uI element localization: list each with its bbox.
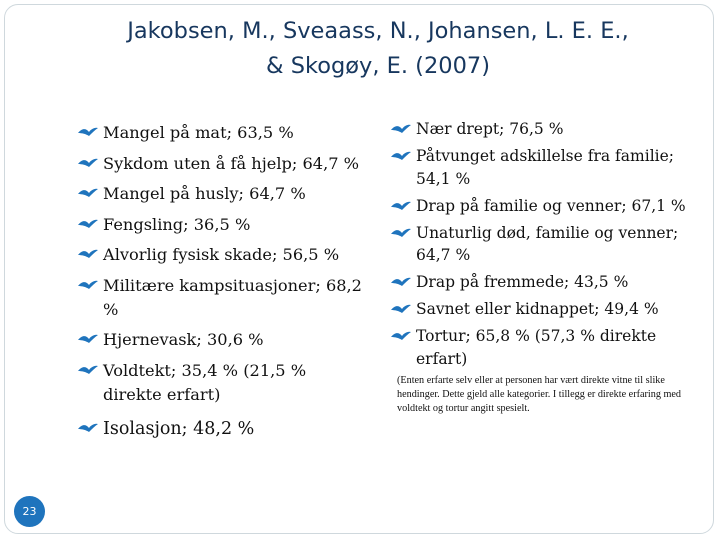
page-number: 23 — [22, 505, 37, 518]
bullet-icon — [390, 303, 412, 316]
list-item-text: Militære kampsituasjoner; 68,2 % — [103, 275, 362, 319]
list-item-text: Mangel på husly; 64,7 % — [103, 184, 306, 203]
list-item-text: Isolasjon; 48,2 % — [103, 418, 255, 439]
bullet-icon — [77, 248, 99, 261]
list-item-text: Hjernevask; 30,6 % — [103, 330, 264, 349]
list-item-text: Voldtekt; 35,4 % (21,5 % direkte erfart) — [103, 360, 307, 404]
bullet-icon — [77, 218, 99, 231]
bullet-icon — [390, 123, 412, 136]
bullet-icon — [77, 364, 99, 377]
bullet-icon — [77, 126, 99, 139]
bullet-icon — [390, 276, 412, 289]
list-item: Tortur; 65,8 % (57,3 % direkte erfart) — [390, 325, 690, 370]
bullet-icon — [77, 187, 99, 200]
bullet-icon — [390, 330, 412, 343]
list-item-text: Fengsling; 36,5 % — [103, 214, 251, 234]
list-item: Voldtekt; 35,4 % (21,5 % direkte erfart) — [77, 359, 367, 407]
slide-title: Jakobsen, M., Sveaass, N., Johansen, L. … — [60, 14, 696, 84]
bullet-icon — [77, 333, 99, 346]
list-item-text: Alvorlig fysisk skade; 56,5 % — [103, 245, 340, 264]
title-line-1: Jakobsen, M., Sveaass, N., Johansen, L. … — [127, 18, 629, 44]
bullet-icon — [77, 279, 99, 292]
list-item-text: Savnet eller kidnappet; 49,4 % — [416, 300, 659, 318]
right-bullet-list: Nær drept; 76,5 % Påtvunget adskillelse … — [390, 118, 690, 375]
list-item: Fengsling; 36,5 % — [77, 213, 367, 237]
list-item: Nær drept; 76,5 % — [390, 118, 690, 141]
list-item: Isolasjon; 48,2 % — [77, 417, 367, 441]
list-item-text: Drap på fremmede; 43,5 % — [416, 273, 629, 291]
list-item-text: Tortur; 65,8 % (57,3 % direkte erfart) — [416, 327, 657, 368]
list-item: Hjernevask; 30,6 % — [77, 328, 367, 352]
slide-frame — [4, 4, 714, 534]
title-line-2: & Skogøy, E. (2007) — [266, 53, 490, 79]
page-number-badge: 23 — [14, 496, 45, 527]
footnote-text: (Enten erfarte selv eller at personen ha… — [397, 375, 682, 414]
list-item-text: Nær drept; 76,5 % — [416, 120, 564, 138]
list-item-text: Drap på familie og venner; 67,1 % — [416, 196, 686, 215]
list-item: Mangel på mat; 63,5 % — [77, 121, 367, 145]
bullet-icon — [77, 157, 99, 170]
list-item: Savnet eller kidnappet; 49,4 % — [390, 298, 690, 321]
list-item: Mangel på husly; 64,7 % — [77, 182, 367, 206]
list-item: Påtvunget adskillelse fra familie; 54,1 … — [390, 145, 690, 190]
bullet-icon — [77, 422, 99, 435]
list-item-text: Unaturlig død, familie og venner; 64,7 % — [416, 223, 679, 265]
list-item: Sykdom uten å få hjelp; 64,7 % — [77, 152, 367, 176]
list-item: Alvorlig fysisk skade; 56,5 % — [77, 243, 367, 267]
list-item: Drap på fremmede; 43,5 % — [390, 271, 690, 294]
list-item-text: Sykdom uten å få hjelp; 64,7 % — [103, 153, 360, 173]
list-item: Drap på familie og venner; 67,1 % — [390, 195, 690, 218]
bullet-icon — [390, 150, 412, 163]
list-item: Unaturlig død, familie og venner; 64,7 % — [390, 222, 690, 267]
left-bullet-list: Mangel på mat; 63,5 % Sykdom uten å få h… — [77, 121, 367, 447]
list-item-text: Påtvunget adskillelse fra familie; 54,1 … — [416, 147, 674, 188]
list-item: Militære kampsituasjoner; 68,2 % — [77, 274, 367, 322]
bullet-icon — [390, 200, 412, 213]
bullet-icon — [390, 227, 412, 240]
list-item-text: Mangel på mat; 63,5 % — [103, 123, 294, 142]
